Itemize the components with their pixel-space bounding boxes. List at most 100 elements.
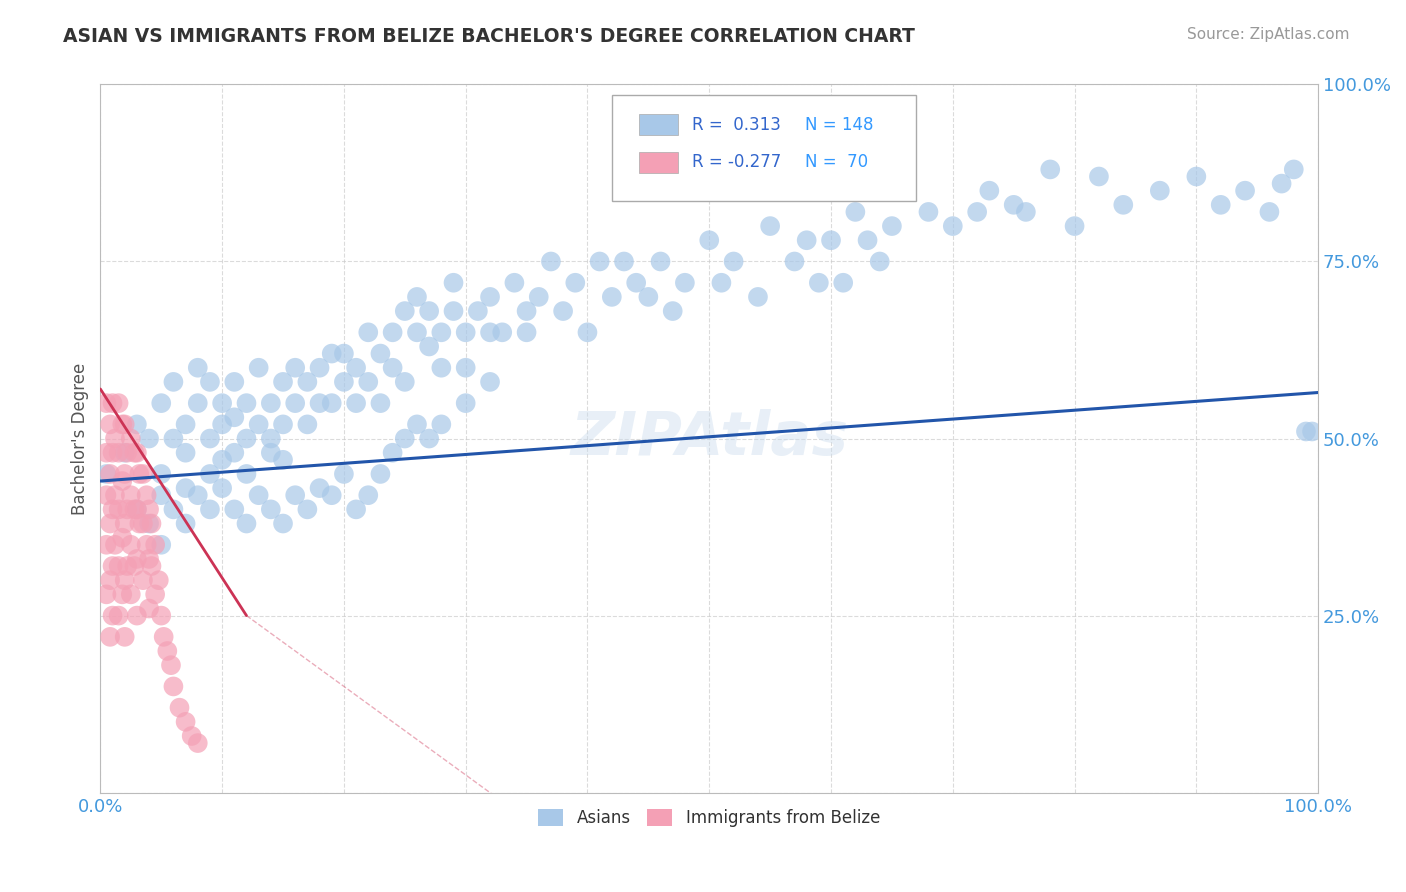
Point bbox=[479, 375, 502, 389]
Point bbox=[308, 396, 330, 410]
Point bbox=[271, 516, 294, 531]
Point bbox=[333, 346, 356, 360]
Point bbox=[624, 276, 647, 290]
Point bbox=[564, 276, 586, 290]
Point bbox=[107, 446, 129, 460]
Point bbox=[297, 502, 319, 516]
Point bbox=[141, 516, 163, 531]
Point bbox=[247, 417, 270, 432]
Point bbox=[115, 502, 138, 516]
Point bbox=[150, 538, 173, 552]
Point bbox=[479, 326, 502, 340]
Point bbox=[418, 304, 440, 318]
Bar bbox=[638, 152, 678, 173]
Point bbox=[344, 396, 367, 410]
Point bbox=[96, 538, 118, 552]
Point bbox=[124, 446, 146, 460]
Point bbox=[260, 446, 283, 460]
Point bbox=[443, 276, 465, 290]
Bar bbox=[638, 114, 678, 136]
Point bbox=[120, 432, 142, 446]
Point bbox=[747, 290, 769, 304]
Text: N = 148: N = 148 bbox=[806, 116, 875, 134]
Point bbox=[856, 233, 879, 247]
Point bbox=[211, 452, 233, 467]
Point bbox=[115, 446, 138, 460]
Point bbox=[394, 304, 416, 318]
Point bbox=[260, 432, 283, 446]
Point bbox=[284, 488, 307, 502]
Point bbox=[418, 432, 440, 446]
Point bbox=[124, 559, 146, 574]
Point bbox=[540, 254, 562, 268]
Point bbox=[211, 417, 233, 432]
Point bbox=[150, 467, 173, 481]
Point bbox=[1112, 198, 1135, 212]
Point bbox=[114, 446, 136, 460]
Point bbox=[430, 326, 453, 340]
Point bbox=[114, 630, 136, 644]
Point bbox=[111, 531, 134, 545]
Point bbox=[160, 658, 183, 673]
Point bbox=[1185, 169, 1208, 184]
Point bbox=[101, 446, 124, 460]
Point bbox=[880, 219, 903, 233]
Point bbox=[107, 559, 129, 574]
Point bbox=[125, 417, 148, 432]
Point bbox=[1015, 205, 1038, 219]
Point bbox=[96, 467, 118, 481]
Point bbox=[844, 205, 866, 219]
Point bbox=[162, 680, 184, 694]
Point bbox=[917, 205, 939, 219]
Point bbox=[1234, 184, 1257, 198]
Point bbox=[150, 488, 173, 502]
Point bbox=[138, 552, 160, 566]
Text: R =  0.313: R = 0.313 bbox=[692, 116, 782, 134]
Point bbox=[138, 601, 160, 615]
Point bbox=[162, 432, 184, 446]
Point bbox=[143, 587, 166, 601]
Point bbox=[132, 573, 155, 587]
Point bbox=[710, 276, 733, 290]
Point bbox=[1063, 219, 1085, 233]
Point bbox=[198, 502, 221, 516]
Point bbox=[98, 467, 121, 481]
Point bbox=[128, 467, 150, 481]
Point bbox=[443, 304, 465, 318]
Point bbox=[966, 205, 988, 219]
Point bbox=[637, 290, 659, 304]
Point bbox=[796, 233, 818, 247]
FancyBboxPatch shape bbox=[612, 95, 917, 202]
Point bbox=[697, 233, 720, 247]
Point bbox=[162, 375, 184, 389]
Point bbox=[107, 396, 129, 410]
Point bbox=[135, 538, 157, 552]
Point bbox=[125, 502, 148, 516]
Point bbox=[125, 502, 148, 516]
Point bbox=[135, 488, 157, 502]
Point bbox=[120, 587, 142, 601]
Point bbox=[942, 219, 965, 233]
Point bbox=[284, 396, 307, 410]
Point bbox=[198, 432, 221, 446]
Point bbox=[211, 396, 233, 410]
Point bbox=[430, 417, 453, 432]
Point bbox=[1258, 205, 1281, 219]
Point bbox=[357, 375, 380, 389]
Point bbox=[344, 360, 367, 375]
Point bbox=[893, 184, 915, 198]
Point bbox=[333, 467, 356, 481]
Point bbox=[516, 326, 538, 340]
Point bbox=[454, 360, 477, 375]
Point bbox=[357, 488, 380, 502]
Point bbox=[101, 502, 124, 516]
Point bbox=[271, 452, 294, 467]
Point bbox=[114, 467, 136, 481]
Point bbox=[418, 339, 440, 353]
Point bbox=[180, 729, 202, 743]
Point bbox=[187, 396, 209, 410]
Point bbox=[832, 276, 855, 290]
Point bbox=[138, 516, 160, 531]
Text: R = -0.277: R = -0.277 bbox=[692, 153, 782, 171]
Point bbox=[96, 587, 118, 601]
